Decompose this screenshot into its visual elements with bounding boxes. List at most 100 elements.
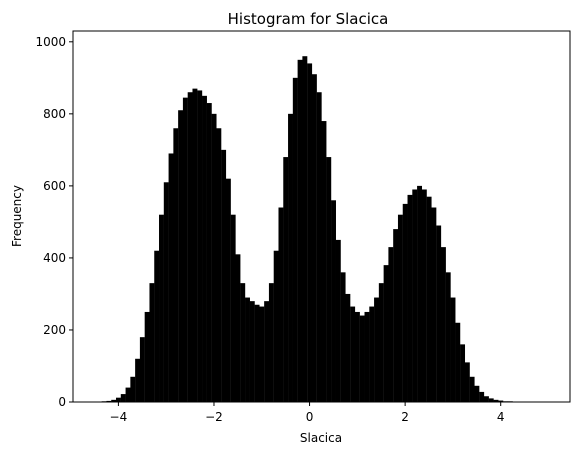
- histogram-bar: [455, 322, 461, 402]
- y-tick-label: 400: [43, 251, 66, 265]
- histogram-bar: [178, 110, 184, 403]
- histogram-bar: [340, 272, 346, 402]
- histogram-bar: [359, 315, 365, 402]
- histogram-bar: [173, 128, 179, 402]
- histogram-bar: [216, 128, 222, 402]
- histogram-bar: [311, 74, 317, 402]
- histogram-bar: [345, 293, 351, 402]
- histogram-bar: [464, 362, 470, 402]
- histogram-bar: [159, 214, 164, 402]
- histogram-bar: [125, 387, 131, 402]
- histogram-bar: [206, 103, 212, 402]
- histogram-bar: [460, 344, 466, 402]
- histogram-bar: [230, 214, 236, 402]
- histogram-bar: [273, 250, 279, 402]
- histogram-bar: [326, 157, 332, 402]
- histogram-bar: [316, 92, 322, 402]
- histogram-bar: [288, 113, 293, 402]
- histogram-bar: [354, 311, 360, 402]
- histogram-bar: [197, 90, 203, 403]
- histogram-bar: [240, 283, 246, 402]
- histogram-bar: [139, 337, 145, 402]
- histogram-bar: [149, 283, 155, 402]
- histogram-bar: [335, 239, 341, 402]
- histogram-bar: [297, 59, 303, 402]
- histogram-bar: [235, 254, 241, 402]
- histogram-bar: [469, 376, 475, 402]
- histogram-bar: [331, 200, 336, 402]
- plot-frame: [72, 30, 571, 403]
- histogram-bar: [426, 196, 432, 402]
- x-ticks: −4 −2 0 2 4: [110, 402, 505, 424]
- x-tick-label: −4: [110, 410, 128, 424]
- histogram-bar: [154, 250, 160, 402]
- histogram-bar: [259, 306, 265, 402]
- histogram-bar: [402, 203, 408, 402]
- histogram-bar: [445, 272, 451, 402]
- histogram-bar: [397, 214, 403, 402]
- histogram-bar: [120, 394, 126, 402]
- histogram-bar: [264, 301, 270, 402]
- histogram-bar: [106, 400, 112, 402]
- bars-group: [92, 56, 552, 403]
- histogram-bar: [474, 385, 480, 402]
- histogram-bar: [483, 396, 489, 402]
- histogram-bar: [268, 283, 274, 402]
- histogram-bar: [192, 88, 198, 402]
- histogram-bar: [383, 265, 389, 402]
- histogram-bar: [302, 56, 308, 403]
- y-tick-label: 600: [43, 179, 66, 193]
- histogram-bar: [412, 189, 418, 402]
- histogram-bar: [417, 185, 423, 402]
- histogram-bar: [111, 399, 117, 402]
- histogram-bar: [479, 391, 485, 402]
- histogram-bar: [407, 194, 413, 402]
- histogram-bar: [116, 397, 121, 402]
- histogram-bar: [254, 304, 260, 402]
- histogram-bar: [374, 297, 379, 402]
- histogram-bar: [163, 182, 169, 402]
- histogram-bar: [307, 63, 313, 403]
- histogram-bar: [378, 283, 384, 402]
- histogram-bar: [292, 77, 298, 402]
- histogram-bar: [130, 376, 136, 402]
- y-ticks: 0 200 400 600 800 1000: [35, 35, 73, 409]
- histogram-bar: [440, 247, 446, 402]
- histogram-bar: [283, 157, 289, 402]
- chart-title: Histogram for Slacica: [228, 10, 389, 28]
- histogram-bar: [364, 311, 370, 402]
- histogram-bar: [388, 247, 394, 402]
- y-tick-label: 200: [43, 323, 66, 337]
- histogram-bar: [488, 398, 494, 402]
- histogram-bar: [369, 306, 375, 402]
- histogram-bar: [211, 113, 217, 402]
- x-tick-label: 2: [401, 410, 409, 424]
- histogram-bar: [182, 97, 188, 402]
- histogram-bar: [350, 306, 356, 402]
- x-tick-label: 4: [497, 410, 505, 424]
- histogram-bar: [225, 178, 231, 402]
- y-tick-label: 1000: [35, 35, 66, 49]
- histogram-bar: [221, 149, 227, 402]
- y-axis-label: Frequency: [10, 185, 24, 247]
- histogram-bar: [278, 207, 284, 402]
- x-axis-label: Slacica: [300, 431, 342, 445]
- histogram-bar: [393, 229, 399, 402]
- y-tick-label: 800: [43, 107, 66, 121]
- x-tick-label: −2: [205, 410, 223, 424]
- histogram-bar: [202, 95, 207, 402]
- histogram-bar: [450, 297, 456, 402]
- histogram-bar: [187, 92, 193, 402]
- histogram-bar: [144, 311, 150, 402]
- histogram-bar: [431, 207, 437, 402]
- histogram-bar: [421, 189, 427, 402]
- x-tick-label: 0: [306, 410, 314, 424]
- histogram-bar: [168, 153, 174, 402]
- histogram-bar: [135, 358, 141, 402]
- histogram-bar: [498, 400, 504, 402]
- histogram-bar: [436, 225, 442, 402]
- histogram-bar: [249, 301, 255, 402]
- histogram-bar: [493, 399, 499, 402]
- histogram-bar: [321, 121, 327, 403]
